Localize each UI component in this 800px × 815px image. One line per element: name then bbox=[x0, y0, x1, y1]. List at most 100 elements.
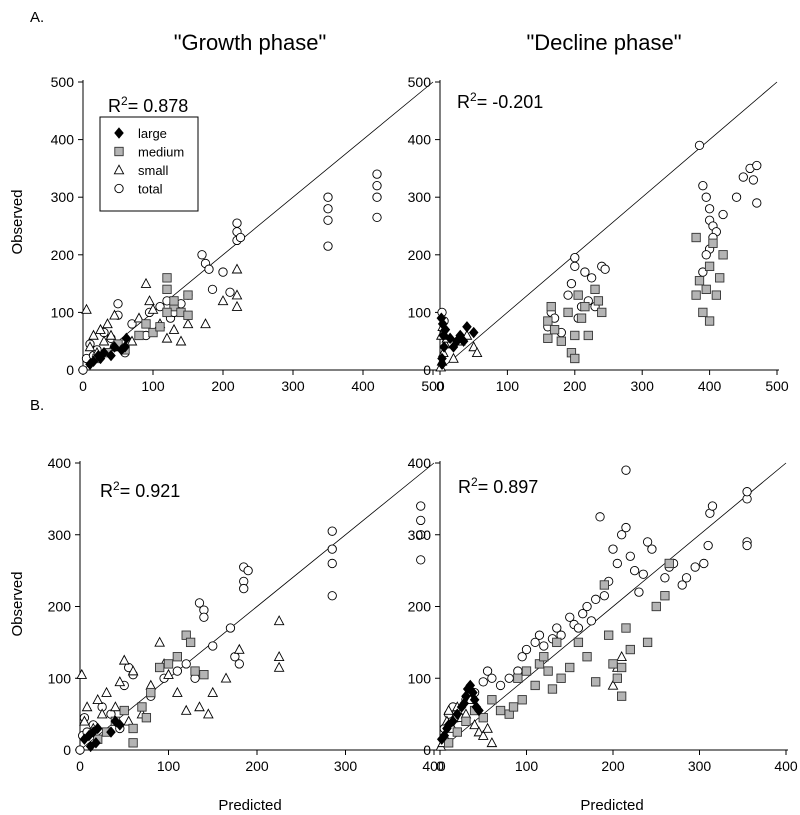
point-medium bbox=[582, 652, 592, 662]
point-total bbox=[372, 192, 382, 202]
x-tick-label: 200 bbox=[245, 758, 269, 774]
point-small bbox=[231, 300, 243, 311]
point-medium bbox=[701, 284, 711, 295]
point-total bbox=[204, 264, 214, 274]
point-total bbox=[677, 580, 687, 590]
x-tick-label: 400 bbox=[422, 758, 446, 774]
point-medium bbox=[573, 290, 583, 300]
point-medium bbox=[508, 702, 519, 712]
point-small bbox=[109, 309, 120, 320]
point-total bbox=[638, 569, 648, 579]
y-tick-label: 0 bbox=[63, 742, 71, 758]
point-total bbox=[563, 290, 573, 300]
x-tick-label: 300 bbox=[334, 758, 358, 774]
point-medium bbox=[715, 273, 725, 283]
point-total bbox=[701, 192, 711, 202]
point-total bbox=[591, 594, 601, 604]
point-medium bbox=[570, 353, 580, 364]
point-total bbox=[595, 512, 605, 522]
point-medium bbox=[704, 316, 715, 326]
point-small bbox=[140, 277, 152, 288]
point-medium bbox=[694, 276, 705, 286]
point-small bbox=[81, 303, 92, 314]
point-medium bbox=[556, 673, 566, 683]
point-small bbox=[180, 704, 192, 715]
point-medium bbox=[563, 307, 573, 318]
point-small bbox=[81, 701, 93, 712]
point-small bbox=[486, 737, 498, 748]
point-total bbox=[495, 680, 506, 691]
point-medium bbox=[651, 601, 661, 612]
point-small bbox=[469, 719, 480, 730]
point-total bbox=[75, 745, 85, 755]
point-medium bbox=[543, 316, 553, 326]
point-total bbox=[742, 487, 752, 497]
point-small bbox=[79, 715, 90, 726]
point-small bbox=[88, 329, 99, 340]
point-total bbox=[504, 673, 514, 683]
point-large bbox=[92, 722, 103, 735]
point-total bbox=[234, 659, 244, 669]
point-medium bbox=[495, 705, 506, 716]
point-medium bbox=[549, 325, 560, 335]
point-small bbox=[110, 701, 121, 712]
point-total bbox=[629, 565, 640, 576]
point-small bbox=[607, 679, 619, 690]
y-tick-label: 100 bbox=[408, 670, 432, 686]
point-small bbox=[616, 650, 628, 661]
point-total bbox=[235, 232, 246, 243]
point-total bbox=[243, 565, 253, 576]
legend: large medium small total bbox=[99, 116, 199, 212]
point-small bbox=[220, 672, 232, 683]
point-total bbox=[748, 175, 759, 185]
point-total bbox=[703, 540, 713, 551]
point-large bbox=[121, 332, 132, 345]
point-total bbox=[552, 623, 562, 633]
point-medium bbox=[119, 705, 129, 716]
y-tick-label: 0 bbox=[66, 362, 74, 378]
x-tick-label: 300 bbox=[688, 758, 712, 774]
point-total bbox=[172, 666, 183, 676]
point-small bbox=[273, 615, 285, 626]
point-medium bbox=[593, 296, 604, 306]
column-title-growth: "Growth phase" bbox=[174, 30, 327, 55]
point-small bbox=[168, 323, 180, 334]
point-medium bbox=[660, 591, 670, 601]
point-small bbox=[102, 318, 113, 329]
point-medium bbox=[128, 723, 138, 734]
point-small bbox=[105, 329, 117, 340]
point-small bbox=[92, 694, 104, 705]
point-small bbox=[231, 263, 243, 274]
point-total bbox=[731, 192, 742, 202]
point-medium bbox=[452, 727, 462, 737]
point-medium bbox=[704, 261, 715, 271]
point-medium bbox=[162, 284, 172, 295]
point-total bbox=[570, 253, 580, 263]
point-medium bbox=[530, 680, 540, 691]
point-medium bbox=[543, 333, 553, 343]
point-small bbox=[147, 303, 159, 314]
point-small bbox=[482, 722, 493, 733]
x-tick-label: 400 bbox=[698, 378, 722, 394]
y-axis-label-top: Observed bbox=[9, 189, 26, 254]
point-small bbox=[448, 352, 459, 363]
point-total bbox=[323, 215, 333, 225]
x-tick-label: 300 bbox=[631, 378, 655, 394]
column-title-decline: "Decline phase" bbox=[526, 30, 681, 55]
point-small bbox=[200, 318, 211, 329]
point-total bbox=[738, 172, 748, 182]
point-total bbox=[416, 515, 426, 526]
point-medium bbox=[137, 702, 147, 712]
point-medium bbox=[580, 301, 590, 312]
point-medium bbox=[521, 666, 532, 676]
x-tick-label: 500 bbox=[765, 378, 789, 394]
point-medium bbox=[621, 623, 631, 633]
legend-label-small: small bbox=[138, 163, 168, 178]
point-total bbox=[239, 583, 249, 594]
point-total bbox=[208, 641, 218, 651]
y-tick-label: 400 bbox=[408, 455, 432, 471]
point-medium bbox=[185, 637, 196, 648]
